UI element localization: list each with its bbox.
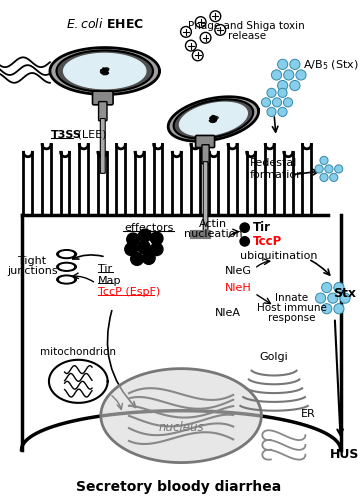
- Circle shape: [335, 165, 343, 173]
- Circle shape: [125, 243, 138, 256]
- Text: Tir: Tir: [98, 264, 112, 274]
- Text: A/B$_5$ (Stx): A/B$_5$ (Stx): [303, 58, 359, 72]
- Circle shape: [267, 108, 276, 116]
- Circle shape: [138, 241, 150, 254]
- Text: Actin: Actin: [199, 218, 228, 228]
- Circle shape: [334, 282, 344, 292]
- FancyBboxPatch shape: [100, 118, 105, 174]
- Text: Secretory bloody diarrhea: Secretory bloody diarrhea: [76, 480, 281, 494]
- Polygon shape: [64, 54, 146, 88]
- Circle shape: [261, 98, 270, 107]
- Ellipse shape: [57, 275, 76, 284]
- Text: Pedestal
formation: Pedestal formation: [250, 158, 304, 180]
- Circle shape: [325, 165, 333, 173]
- Circle shape: [334, 304, 344, 314]
- Text: (LEE): (LEE): [74, 130, 107, 140]
- Circle shape: [296, 70, 306, 80]
- Text: NleG: NleG: [225, 266, 252, 276]
- Polygon shape: [49, 360, 108, 403]
- Circle shape: [239, 222, 250, 233]
- Text: TccP (EspF): TccP (EspF): [98, 288, 160, 298]
- FancyBboxPatch shape: [203, 162, 208, 231]
- Circle shape: [290, 80, 300, 90]
- Circle shape: [328, 293, 338, 303]
- Circle shape: [239, 236, 250, 246]
- FancyBboxPatch shape: [202, 145, 209, 164]
- Text: NleA: NleA: [215, 308, 241, 318]
- Text: nucleation: nucleation: [184, 228, 243, 238]
- Ellipse shape: [57, 250, 76, 258]
- Circle shape: [127, 233, 139, 246]
- Circle shape: [290, 60, 300, 70]
- Circle shape: [315, 293, 326, 303]
- Polygon shape: [168, 96, 258, 142]
- Text: ubiquitination: ubiquitination: [240, 251, 318, 261]
- Ellipse shape: [60, 264, 73, 270]
- Circle shape: [150, 243, 163, 256]
- Circle shape: [273, 98, 282, 107]
- Text: effectors: effectors: [124, 222, 174, 232]
- Ellipse shape: [57, 262, 76, 271]
- Circle shape: [320, 174, 328, 182]
- Text: Innate: Innate: [275, 293, 308, 303]
- Text: TccP: TccP: [253, 235, 282, 248]
- Ellipse shape: [60, 277, 73, 282]
- Text: Map: Map: [98, 276, 121, 285]
- Text: Tir: Tir: [253, 221, 270, 234]
- Circle shape: [315, 165, 323, 173]
- Circle shape: [278, 108, 287, 116]
- Ellipse shape: [60, 252, 73, 256]
- Text: release: release: [228, 31, 266, 41]
- Text: HUS: HUS: [330, 448, 359, 462]
- Circle shape: [278, 60, 288, 70]
- Polygon shape: [50, 48, 160, 94]
- Circle shape: [272, 70, 282, 80]
- Text: T3SS: T3SS: [51, 130, 82, 140]
- Polygon shape: [174, 100, 253, 138]
- Circle shape: [340, 293, 350, 303]
- Circle shape: [322, 282, 332, 292]
- Text: junctions: junctions: [7, 266, 58, 276]
- Polygon shape: [57, 50, 153, 92]
- Circle shape: [131, 252, 143, 266]
- Circle shape: [284, 70, 294, 80]
- Circle shape: [322, 304, 332, 314]
- Text: NleH: NleH: [225, 284, 252, 294]
- Text: response: response: [268, 312, 315, 322]
- Text: Tight: Tight: [18, 256, 46, 266]
- FancyBboxPatch shape: [196, 136, 215, 147]
- Circle shape: [142, 252, 155, 264]
- Circle shape: [150, 232, 163, 245]
- Circle shape: [320, 156, 328, 164]
- Text: $\it{E. coli}$ EHEC: $\it{E. coli}$ EHEC: [66, 17, 144, 31]
- FancyBboxPatch shape: [93, 91, 113, 105]
- Polygon shape: [101, 368, 261, 462]
- FancyBboxPatch shape: [99, 102, 107, 121]
- Circle shape: [267, 88, 276, 98]
- Text: Golgi: Golgi: [260, 352, 289, 362]
- Polygon shape: [179, 102, 247, 136]
- Circle shape: [284, 98, 293, 107]
- Text: Stx: Stx: [333, 286, 356, 300]
- Text: ER: ER: [301, 408, 316, 418]
- Polygon shape: [21, 215, 340, 450]
- Circle shape: [278, 80, 288, 90]
- Text: mitochondrion: mitochondrion: [40, 347, 116, 357]
- Text: Phage and Shiga toxin: Phage and Shiga toxin: [188, 21, 305, 31]
- Circle shape: [278, 88, 287, 98]
- Circle shape: [139, 229, 151, 242]
- Circle shape: [330, 174, 338, 182]
- Text: nucleus: nucleus: [158, 421, 204, 434]
- Text: Host immune: Host immune: [257, 303, 327, 313]
